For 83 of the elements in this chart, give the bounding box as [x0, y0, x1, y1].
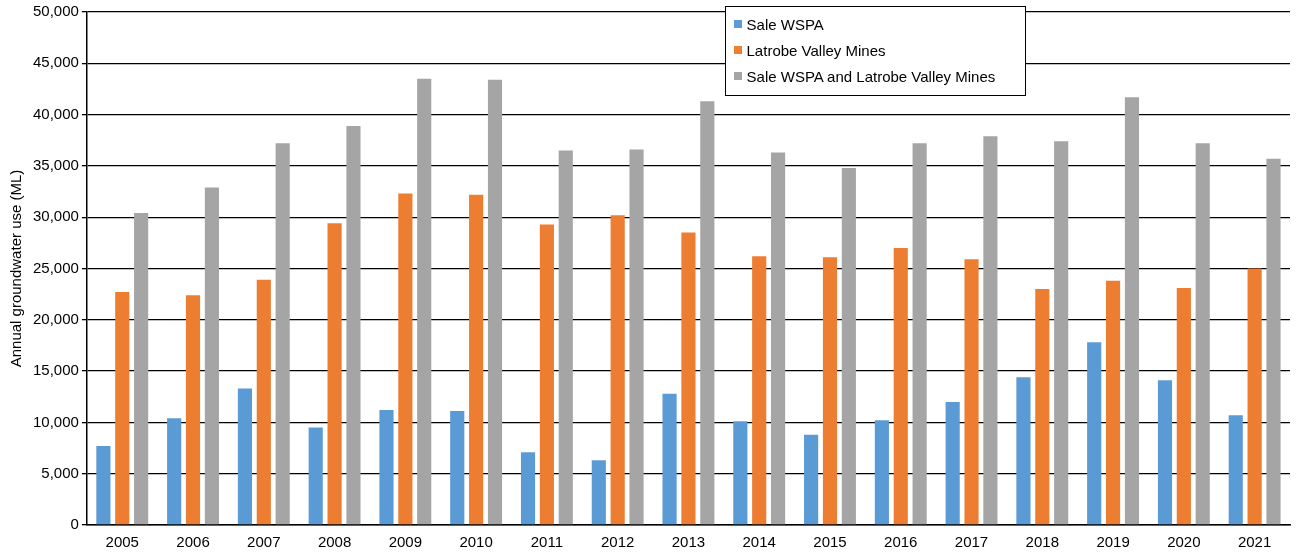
legend-label: Latrobe Valley Mines: [746, 41, 886, 59]
x-tick-label: 2006: [176, 533, 210, 551]
bar: [1195, 143, 1210, 525]
bar: [487, 79, 503, 525]
x-tick-label: 2012: [600, 533, 635, 551]
bar: [256, 279, 271, 525]
bar: [804, 434, 819, 525]
bar: [204, 187, 219, 525]
bar: [308, 427, 323, 525]
bar: [520, 452, 536, 525]
x-tick-label: 2010: [459, 533, 493, 551]
bar: [1105, 280, 1121, 525]
x-tick-label: 2018: [1025, 533, 1059, 551]
bar: [893, 247, 908, 525]
x-tick-label: 2005: [105, 533, 139, 551]
x-tick-label: 2007: [247, 533, 281, 551]
bar: [417, 78, 432, 525]
bar: [96, 446, 111, 525]
bar: [771, 152, 786, 525]
bar: [610, 215, 625, 525]
y-tick-label: 40,000: [32, 104, 79, 122]
y-tick-label: 10,000: [32, 412, 79, 430]
bar: [591, 460, 606, 525]
bar: [1054, 141, 1069, 525]
bar: [733, 421, 748, 525]
bar: [700, 101, 715, 525]
x-tick-label: 2013: [671, 533, 706, 551]
bar: [874, 420, 889, 525]
bar: [912, 143, 927, 525]
x-tick-label: 2021: [1237, 533, 1272, 551]
bar: [450, 411, 465, 525]
bar: [1124, 97, 1140, 525]
bar: [379, 410, 394, 525]
bar: [185, 295, 201, 525]
x-tick-label: 2016: [884, 533, 918, 551]
bar: [1087, 342, 1102, 525]
y-tick-label: 50,000: [32, 2, 79, 20]
y-tick-label: 20,000: [32, 309, 79, 327]
bar: [237, 388, 253, 525]
bar: [822, 257, 838, 525]
bar: [983, 136, 998, 525]
x-tick-label: 2011: [530, 533, 564, 551]
x-tick-label: 2019: [1096, 533, 1130, 551]
bar: [841, 167, 856, 525]
bar: [398, 193, 413, 525]
legend-label: Sale WSPA and Latrobe Valley Mines: [746, 67, 996, 85]
bar: [558, 150, 573, 525]
bar: [134, 213, 149, 525]
bar: [469, 194, 484, 525]
bar: [662, 393, 677, 525]
bar: [167, 418, 182, 525]
y-tick-label: 35,000: [32, 156, 79, 174]
y-tick-label: 0: [70, 515, 79, 533]
x-tick-label: 2015: [813, 533, 847, 551]
bar: [115, 292, 130, 525]
bar: [752, 256, 767, 525]
bar: [1016, 377, 1031, 525]
bar: [1157, 380, 1173, 525]
bar: [1035, 289, 1050, 525]
y-tick-label: 30,000: [32, 207, 79, 225]
y-tick-label: 15,000: [32, 361, 79, 379]
bar: [1228, 415, 1243, 525]
y-tick-label: 5,000: [41, 463, 79, 481]
bar: [327, 223, 342, 525]
bar: [275, 143, 290, 525]
y-axis-title: Annual groundwater use (ML): [7, 169, 25, 368]
bar: [346, 125, 361, 525]
y-tick-label: 25,000: [32, 258, 79, 276]
bar: [629, 149, 644, 525]
x-tick-label: 2014: [742, 533, 776, 551]
x-tick-label: 2009: [388, 533, 423, 551]
bar: [1266, 158, 1281, 525]
y-tick-label: 45,000: [32, 53, 79, 71]
bar: [539, 224, 554, 525]
bar: [945, 401, 960, 525]
legend-label: Sale WSPA: [746, 15, 824, 33]
bar: [964, 259, 979, 525]
x-tick-label: 2008: [317, 533, 352, 551]
bar: [681, 232, 696, 525]
x-tick-label: 2017: [954, 533, 989, 551]
bar: [1247, 268, 1262, 525]
x-tick-label: 2020: [1167, 533, 1201, 551]
bar: [1176, 287, 1191, 525]
